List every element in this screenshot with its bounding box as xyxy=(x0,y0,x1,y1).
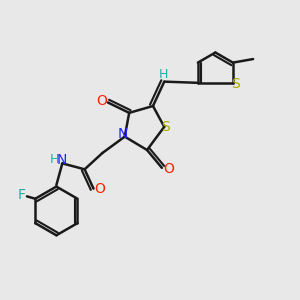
Text: F: F xyxy=(18,188,26,202)
Text: N: N xyxy=(118,127,128,141)
Text: H: H xyxy=(159,68,168,81)
Text: O: O xyxy=(94,182,106,196)
Text: O: O xyxy=(163,162,174,176)
Text: S: S xyxy=(161,120,170,134)
Text: N: N xyxy=(56,153,67,167)
Text: H: H xyxy=(50,153,60,166)
Text: O: O xyxy=(96,94,107,108)
Text: S: S xyxy=(232,77,240,91)
